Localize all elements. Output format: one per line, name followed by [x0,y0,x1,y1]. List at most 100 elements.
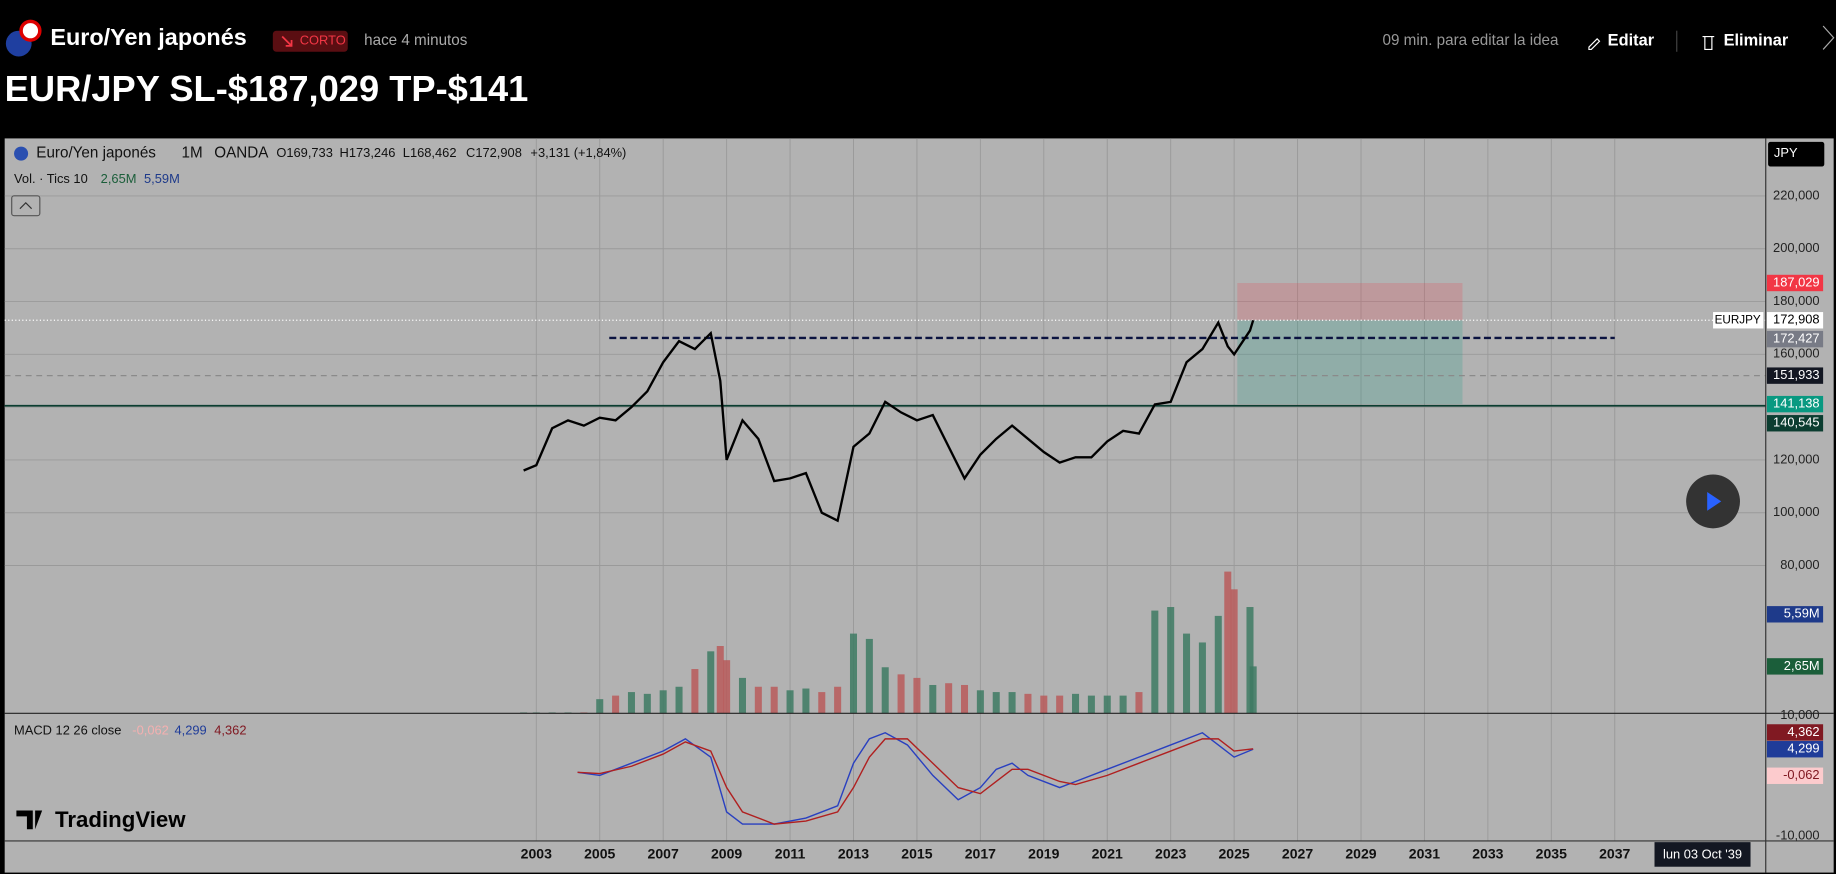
legend-low: L168,462 [403,145,457,160]
edit-button[interactable]: Editar [1608,32,1655,50]
y-tick-label: -10,000 [1776,828,1820,843]
x-tick-label: 2037 [1599,846,1630,862]
legend-interval: 1M [181,145,202,162]
legend-exchange: OANDA [214,145,269,162]
price-badge: 140,545 [1773,415,1820,430]
currency: JPY [1774,145,1798,160]
cursor-label: lun 03 Oct '39 [1663,846,1742,861]
macd-badge-bg [1766,741,1824,758]
volume-bar [1183,633,1191,714]
x-tick-label: 2033 [1472,846,1503,862]
chart [4,138,1766,841]
volume-bar [1249,666,1257,714]
x-tick-label: 2017 [965,846,996,862]
cursor-box [1654,842,1751,867]
volume-bar [643,693,651,714]
delete-icon [1702,35,1715,51]
x-tick-label: 2013 [838,846,869,862]
volume-bar [992,692,1000,714]
macd-line [577,731,1254,825]
macd-badge-bg [1766,767,1824,784]
macd-badge: 4,362 [1787,724,1819,739]
watermark-logo [16,810,43,830]
y-tick-label: 120,000 [1773,451,1820,466]
symbol-name[interactable]: Euro/Yen japonés [50,24,246,50]
volume-badge-bg [1766,658,1824,675]
symbol-badge-bg [1713,312,1764,329]
price-badge-bg [1766,415,1824,432]
collapse-icon [19,201,33,210]
x-tick-label: 2025 [1219,846,1250,862]
volume-bar [612,695,620,714]
volume-bar [707,651,715,714]
macd-badge-bg [1766,724,1824,741]
volume-bar [659,690,667,714]
x-tick-label: 2035 [1536,846,1567,862]
volume-bar [1024,693,1032,714]
macd-badge: 4,299 [1787,741,1819,756]
edit-icon [1588,38,1601,51]
volume-bar [897,674,905,714]
volume-bar [1246,607,1254,714]
y-tick-label: 10,000 [1780,707,1819,722]
volume-bar [1151,610,1159,714]
price-badge-bg [1766,367,1824,384]
volume-legend: 5,59M [144,171,180,186]
volume-bar [913,677,921,714]
collapse-button[interactable] [11,195,41,217]
macd-legend: 4,362 [214,722,246,737]
play-icon [1707,492,1722,511]
legend-symbol: Euro/Yen japonés [36,145,156,162]
volume-bar [716,646,724,714]
volume-bar [818,692,826,714]
volume-bar [675,686,683,714]
x-tick-label: 2029 [1345,846,1376,862]
volume-bar [786,690,794,714]
volume-bar [1224,571,1232,714]
price-badge: 141,138 [1773,396,1820,411]
legend-high: H173,246 [340,145,396,160]
target-zone [1237,320,1463,405]
price-badge: 172,908 [1773,312,1820,327]
volume-bar [1056,695,1064,714]
x-tick-label: 2019 [1028,846,1059,862]
price-badge-bg [1766,395,1824,413]
edit-note: 09 min. para editar la idea [1383,32,1560,49]
price-badge-bg [1766,330,1824,348]
volume-bar [1167,607,1175,714]
macd-legend: 4,299 [174,722,206,737]
macd-legend: -0,062 [132,722,169,737]
y-tick-label: 100,000 [1773,504,1820,519]
time: hace 4 minutos [364,32,468,49]
volume-bar [849,633,858,714]
volume-bar [1087,695,1095,714]
delete-button[interactable]: Eliminar [1724,32,1789,50]
legend-change: +3,131 (+1,84%) [530,145,626,160]
volume-bar [1135,692,1143,714]
x-tick-label: 2005 [584,846,615,862]
macd-badge: -0,062 [1783,767,1820,782]
volume-bar [738,677,746,714]
volume-bar [945,683,953,714]
volume-bar [1230,589,1238,714]
volume-bar [770,686,778,714]
volume-badge: 2,65M [1784,658,1820,673]
y-tick-label: 80,000 [1780,557,1819,572]
volume-bar [723,660,731,714]
volume-bar [754,686,762,714]
x-tick-label: 2007 [648,846,679,862]
price-line [523,319,1255,523]
volume-bar [1103,695,1111,714]
legend-icon [14,146,29,161]
volume-bar [691,669,699,714]
next-icon[interactable] [1822,25,1835,50]
macd-title: MACD 12 26 close [14,722,121,737]
volume-bar [961,684,969,714]
x-tick-label: 2009 [711,846,742,862]
price-badge-bg [1766,274,1824,292]
volume-bar [1214,615,1222,714]
symbol-badge: EURJPY [1715,313,1761,326]
y-tick-label: 160,000 [1773,346,1820,361]
currency-box[interactable] [1768,141,1825,167]
